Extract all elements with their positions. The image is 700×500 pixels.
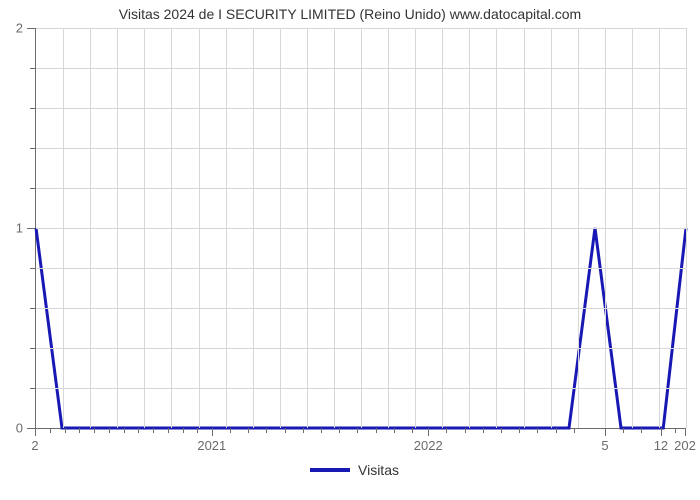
xtick-minor [412,428,413,433]
grid-line-vertical [226,28,227,428]
xtick-major [212,428,213,436]
legend-label: Visitas [358,462,399,478]
grid-line-vertical [605,28,606,428]
grid-line-vertical [280,28,281,428]
xtick-label: 2021 [197,438,226,453]
grid-line-vertical [253,28,254,428]
xtick-major [605,428,606,436]
ytick-minor [30,188,35,189]
xtick-minor [94,428,95,433]
xtick-label: 2022 [414,438,443,453]
ytick-minor [30,308,35,309]
grid-line-vertical [415,28,416,428]
xtick-minor [321,428,322,433]
xtick-minor [465,428,466,433]
xtick-minor [641,428,642,433]
xtick-major [661,428,662,436]
ytick-minor [30,148,35,149]
xtick-minor [303,428,304,433]
grid-line-vertical [686,28,687,428]
ytick-label: 2 [0,21,23,36]
plot-area [35,28,686,429]
grid-line-vertical [524,28,525,428]
ytick-major [27,28,35,29]
xtick-minor [446,428,447,433]
xtick-minor [124,428,125,433]
ytick-major [27,428,35,429]
grid-line-vertical [63,28,64,428]
grid-line-vertical [361,28,362,428]
xtick-minor [357,428,358,433]
xtick-minor [556,428,557,433]
xtick-minor [248,428,249,433]
ytick-major [27,228,35,229]
grid-line-vertical [307,28,308,428]
xtick-minor [483,428,484,433]
xtick-minor [537,428,538,433]
grid-line-vertical [388,28,389,428]
chart-title: Visitas 2024 de I SECURITY LIMITED (Rein… [0,6,700,22]
grid-line-vertical [171,28,172,428]
xtick-minor [623,428,624,433]
ytick-label: 1 [0,221,23,236]
xtick-label: 202 [674,438,696,453]
grid-line-vertical [659,28,660,428]
xtick-minor [285,428,286,433]
xtick-minor [675,428,676,433]
xtick-minor [50,428,51,433]
xtick-major [685,428,686,436]
xtick-minor [230,428,231,433]
xtick-minor [519,428,520,433]
ytick-minor [30,108,35,109]
grid-line-vertical [578,28,579,428]
grid-line-vertical [632,28,633,428]
grid-line-vertical [496,28,497,428]
grid-line-vertical [144,28,145,428]
grid-line-vertical [551,28,552,428]
legend: Visitas [310,462,399,478]
legend-swatch [310,468,350,472]
xtick-label: 12 [654,438,668,453]
ytick-minor [30,68,35,69]
xtick-minor [197,428,198,433]
xtick-minor [109,428,110,433]
chart-container: Visitas 2024 de I SECURITY LIMITED (Rein… [0,0,700,500]
grid-line-vertical [469,28,470,428]
grid-line-vertical [117,28,118,428]
xtick-minor [153,428,154,433]
xtick-minor [339,428,340,433]
ytick-minor [30,388,35,389]
xtick-minor [183,428,184,433]
xtick-major [428,428,429,436]
grid-line-vertical [199,28,200,428]
xtick-major [35,428,36,436]
ytick-minor [30,348,35,349]
xtick-minor [574,428,575,433]
ytick-label: 0 [0,421,23,436]
grid-line-vertical [334,28,335,428]
grid-line-vertical [442,28,443,428]
xtick-label: 5 [601,438,608,453]
xtick-minor [501,428,502,433]
xtick-minor [376,428,377,433]
xtick-minor [394,428,395,433]
grid-line-vertical [90,28,91,428]
xtick-minor [168,428,169,433]
xtick-minor [266,428,267,433]
xtick-minor [65,428,66,433]
xtick-label: 2 [31,438,38,453]
xtick-minor [138,428,139,433]
xtick-minor [79,428,80,433]
ytick-minor [30,268,35,269]
